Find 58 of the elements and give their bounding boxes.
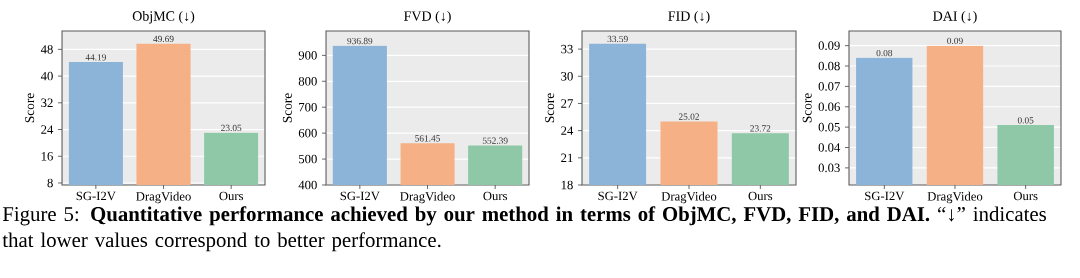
- y-tick-label: 0.06: [818, 102, 840, 112]
- data-label: 552.39: [482, 137, 508, 144]
- y-tick-label: 500: [299, 154, 317, 164]
- data-label: 0.09: [947, 37, 963, 45]
- y-tick-label: 16: [41, 152, 53, 161]
- data-label: 0.05: [1017, 117, 1034, 124]
- y-tick-label: 900: [298, 51, 317, 60]
- x-tick-label: Ours: [483, 191, 508, 201]
- y-axis-title: Score: [802, 93, 812, 123]
- chart-title: FID (↓): [668, 10, 710, 24]
- y-tick-label: 33: [561, 44, 573, 54]
- y-tick-label: 48: [40, 45, 53, 54]
- y-tick-label: 0.04: [818, 143, 841, 152]
- y-tick-label: 40: [40, 71, 53, 81]
- y-tick-label: 600: [298, 128, 317, 138]
- y-tick-label: 700: [299, 102, 317, 112]
- y-tick-label: 8: [47, 178, 53, 188]
- chart-title: DAI (↓): [933, 10, 977, 24]
- data-label: 33.59: [607, 35, 628, 43]
- y-tick-label: 24: [41, 125, 54, 134]
- data-label: 23.72: [750, 125, 771, 132]
- x-tick-label: SG-I2V: [865, 191, 905, 201]
- y-tick-label: 27: [561, 99, 573, 108]
- x-tick-label: SG-I2V: [340, 191, 380, 201]
- y-axis-title: Score: [25, 93, 35, 123]
- y-tick-label: 24: [561, 126, 574, 135]
- x-tick-label: DragVideo: [661, 191, 717, 204]
- y-tick-label: 18: [561, 180, 573, 190]
- data-label: 23.05: [221, 124, 242, 132]
- y-tick-label: 400: [298, 180, 317, 190]
- y-tick-label: 21: [561, 153, 573, 163]
- y-axis-title: Score: [545, 93, 555, 123]
- chart-title: FVD (↓): [403, 10, 451, 24]
- y-tick-label: 0.08: [818, 61, 840, 71]
- x-tick-label: DragVideo: [400, 191, 455, 204]
- x-tick-label: DragVideo: [927, 191, 983, 204]
- y-tick-label: 0.03: [818, 163, 840, 173]
- data-label: 44.19: [85, 54, 106, 61]
- y-axis-title: Score: [282, 93, 292, 123]
- data-label: 25.02: [678, 113, 699, 120]
- x-tick-label: Ours: [219, 191, 244, 201]
- y-tick-label: 32: [41, 98, 53, 108]
- y-tick-label: 800: [298, 77, 317, 86]
- x-tick-label: SG-I2V: [76, 191, 116, 201]
- x-tick-label: SG-I2V: [598, 191, 638, 201]
- chart-title: ObjMC (↓): [132, 10, 195, 24]
- data-label: 49.69: [153, 35, 174, 43]
- y-tick-label: 30: [561, 72, 573, 81]
- text: Figure 5: Quantitative performance achieved by our method in terms of ObjMC, FVD, FID, and DAI. “↓” indicates that lower values correspond to better performance.: [2, 206, 1046, 252]
- data-label: 561.45: [415, 135, 440, 142]
- data-label: 0.08: [876, 49, 893, 57]
- x-tick-label: Ours: [1013, 191, 1038, 201]
- x-tick-label: Ours: [748, 191, 773, 201]
- y-tick-label: 0.07: [818, 82, 840, 91]
- y-tick-label: 0.09: [818, 41, 840, 50]
- y-tick-label: 0.05: [818, 122, 840, 132]
- x-tick-label: DragVideo: [136, 191, 191, 204]
- data-label: 936.89: [347, 37, 373, 45]
